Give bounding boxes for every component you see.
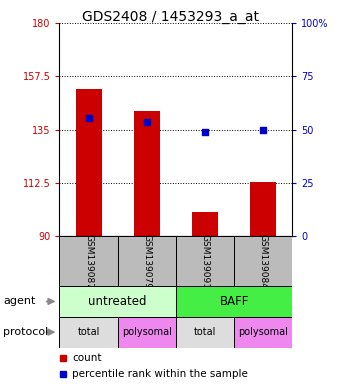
Text: GSM139084: GSM139084	[259, 234, 268, 288]
Text: total: total	[194, 327, 216, 337]
Text: polysomal: polysomal	[238, 327, 288, 337]
Bar	[176, 317, 234, 348]
Point	[202, 129, 208, 135]
Bar	[192, 212, 218, 236]
Bar	[118, 317, 176, 348]
Text: agent: agent	[3, 296, 36, 306]
Bar	[118, 236, 176, 286]
Bar	[59, 286, 176, 317]
Text: GDS2408 / 1453293_a_at: GDS2408 / 1453293_a_at	[82, 10, 258, 23]
Text: untreated: untreated	[88, 295, 147, 308]
Bar	[59, 236, 118, 286]
Text: polysomal: polysomal	[122, 327, 172, 337]
Bar	[234, 236, 292, 286]
Text: GSM139087: GSM139087	[84, 233, 93, 289]
Text: GSM139091: GSM139091	[201, 233, 209, 289]
Text: total: total	[78, 327, 100, 337]
Bar	[75, 89, 102, 236]
Bar	[176, 236, 234, 286]
Point	[86, 115, 91, 121]
Bar	[176, 286, 292, 317]
Text: protocol: protocol	[3, 327, 49, 337]
Bar	[234, 317, 292, 348]
Text: BAFF: BAFF	[220, 295, 249, 308]
Bar	[59, 317, 118, 348]
Point	[144, 119, 150, 126]
Bar	[134, 111, 160, 236]
Text: percentile rank within the sample: percentile rank within the sample	[72, 369, 248, 379]
Text: count: count	[72, 353, 102, 362]
Bar	[250, 182, 276, 236]
Text: GSM139079: GSM139079	[142, 233, 151, 289]
Point	[260, 126, 266, 132]
